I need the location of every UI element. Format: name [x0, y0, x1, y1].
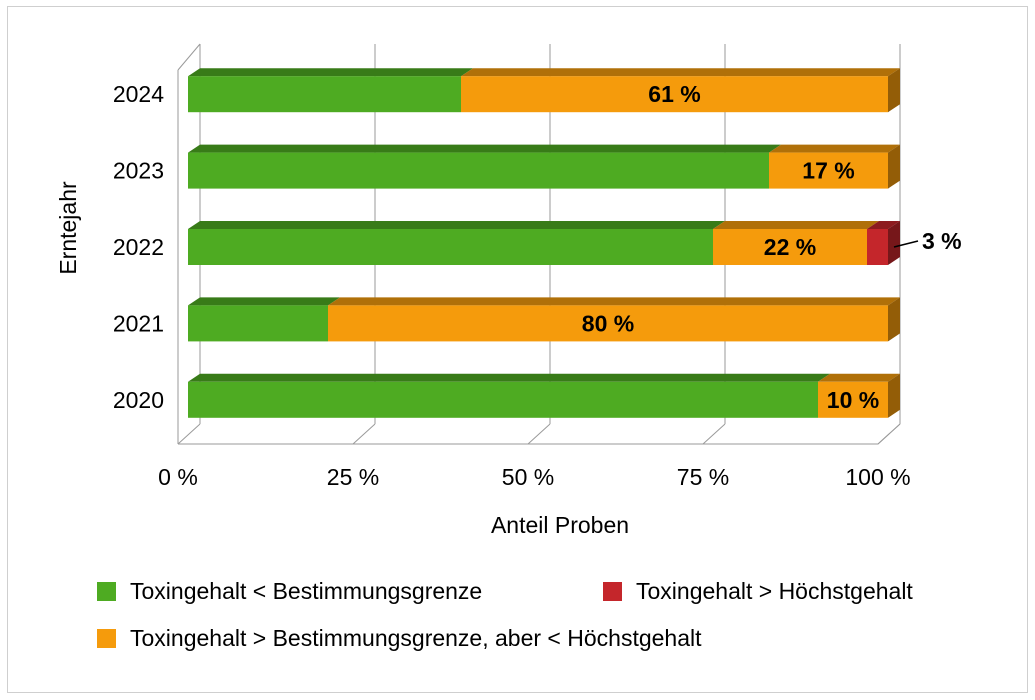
y-tick-label: 2022 — [113, 234, 164, 260]
bar-segment — [461, 76, 888, 113]
bar-segment — [188, 152, 769, 189]
y-tick-label: 2020 — [113, 387, 164, 413]
data-label: 22 % — [764, 234, 816, 260]
legend-swatch-above-max — [603, 582, 622, 601]
chart-frame — [7, 6, 1028, 693]
x-tick-label: 50 % — [502, 464, 554, 490]
bar-side-face — [888, 373, 900, 418]
y-tick-label: 2023 — [113, 158, 164, 184]
legend-label-between-limits: Toxingehalt > Bestimmungsgrenze, aber < … — [130, 625, 702, 651]
legend-label-above-max: Toxingehalt > Höchstgehalt — [636, 578, 913, 604]
stacked-bar-chart: 2020 10 % 2021 80 % 2022 22 % 3 % 2023 17 % 2024 6… — [55, 43, 962, 538]
bar-segment — [188, 381, 818, 418]
bar-segment — [188, 76, 461, 113]
x-axis-title: Anteil Proben — [491, 512, 629, 538]
y-tick-label: 2024 — [113, 81, 164, 107]
bar-top-face — [461, 68, 900, 77]
floor-gridline — [702, 423, 726, 445]
bar-top-face — [818, 373, 900, 382]
legend-swatch-between-limits — [97, 629, 116, 648]
wall-edge — [177, 43, 201, 71]
bar-top-face — [188, 373, 830, 382]
bar-top-face — [188, 68, 473, 77]
bar-side-face — [888, 144, 900, 189]
bar-top-face — [188, 144, 781, 153]
data-label: 3 % — [922, 228, 962, 254]
bar-top-face — [188, 221, 725, 229]
floor-gridline — [527, 423, 551, 445]
bar-segment — [867, 229, 888, 265]
floor-gridline — [177, 423, 201, 445]
bar-side-face — [888, 68, 900, 113]
legend-label-below-limit: Toxingehalt < Bestimmungsgrenze — [130, 578, 483, 604]
leader-line — [893, 240, 919, 248]
data-label: 10 % — [827, 387, 879, 413]
legend-item-below-limit: Toxingehalt < Bestimmungsgrenze — [97, 578, 482, 605]
legend-item-between-limits: Toxingehalt > Bestimmungsgrenze, aber < … — [97, 625, 702, 652]
legend-swatch-below-limit — [97, 582, 116, 601]
y-tick-label: 2021 — [113, 310, 164, 336]
data-label: 61 % — [648, 81, 700, 107]
bar-side-face — [888, 221, 900, 265]
x-tick-label: 0 % — [158, 464, 198, 490]
bar-segment — [188, 305, 328, 342]
bar-segment — [769, 152, 888, 189]
bar-segment — [818, 381, 888, 418]
bar-segment — [188, 229, 713, 265]
x-tick-label: 25 % — [327, 464, 379, 490]
data-label: 17 % — [802, 158, 854, 184]
x-tick-label: 100 % — [845, 464, 910, 490]
bar-top-face — [328, 297, 900, 306]
bar-top-face — [188, 297, 340, 306]
x-tick-label: 75 % — [677, 464, 729, 490]
bar-side-face — [888, 297, 900, 342]
legend-item-above-max: Toxingehalt > Höchstgehalt — [603, 578, 913, 605]
floor-edge — [178, 423, 901, 445]
bar-top-face — [867, 221, 900, 229]
y-axis-title: Erntejahr — [55, 181, 81, 275]
bar-top-face — [769, 144, 900, 153]
data-label: 80 % — [582, 310, 634, 336]
bar-top-face — [713, 221, 879, 229]
floor-gridline — [352, 423, 376, 445]
bar-segment — [713, 229, 867, 265]
bar-segment — [328, 305, 888, 342]
